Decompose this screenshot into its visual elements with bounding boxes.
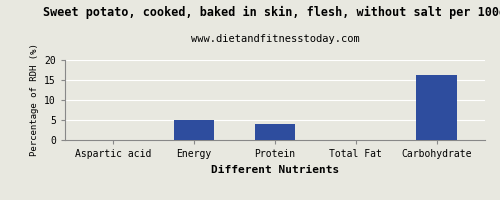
Text: Sweet potato, cooked, baked in skin, flesh, without salt per 100g: Sweet potato, cooked, baked in skin, fle…	[44, 6, 500, 19]
Bar	[416, 75, 457, 140]
Text: www.dietandfitnesstoday.com: www.dietandfitnesstoday.com	[190, 34, 360, 44]
X-axis label: Different Nutrients: Different Nutrients	[211, 165, 339, 175]
Bar	[255, 124, 295, 140]
Bar	[174, 120, 214, 140]
Y-axis label: Percentage of RDH (%): Percentage of RDH (%)	[30, 44, 38, 156]
